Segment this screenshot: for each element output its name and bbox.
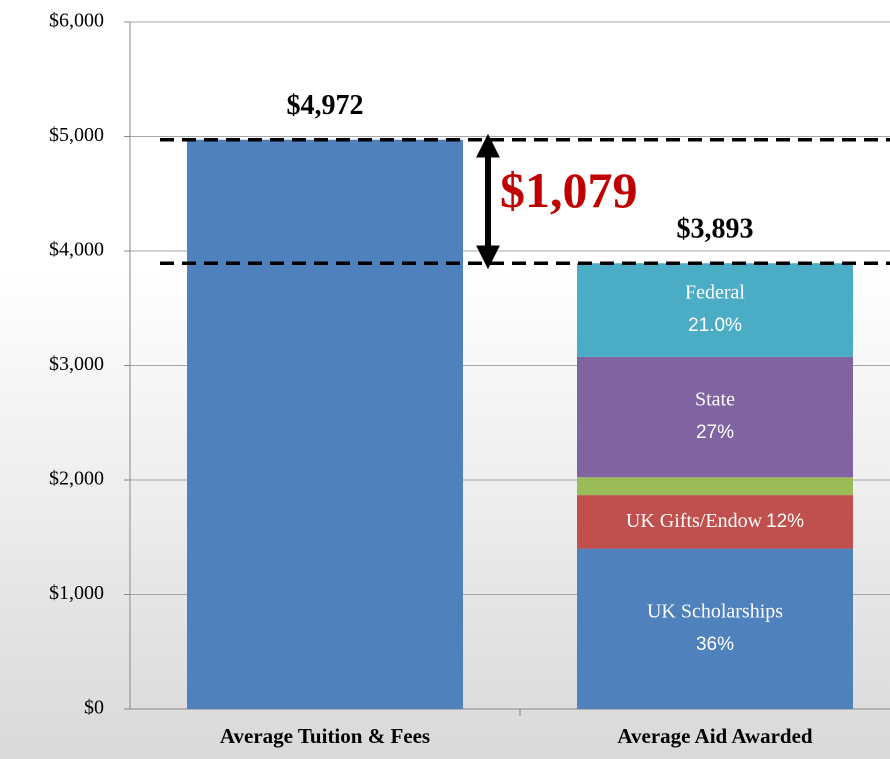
y-tick-label: $0	[84, 697, 104, 719]
x-tick-label: Average Aid Awarded	[617, 724, 813, 748]
segment-percent: 21.0%	[688, 315, 742, 336]
y-tick-label: $5,000	[49, 124, 104, 146]
gap-annotation: $1,079	[500, 162, 638, 218]
x-tick-label: Average Tuition & Fees	[220, 724, 430, 748]
bar-segment	[577, 356, 853, 478]
segment-name: State	[695, 389, 735, 411]
bar-segment	[187, 139, 463, 709]
y-tick-label: $4,000	[49, 239, 104, 261]
y-tick-label: $3,000	[49, 353, 104, 375]
segment-percent: 12%	[766, 511, 804, 532]
y-tick-label: $6,000	[49, 10, 104, 32]
bar-segment	[577, 263, 853, 357]
bar-segment	[577, 548, 853, 709]
total-label: $4,972	[287, 90, 364, 121]
segment-name: UK Scholarships	[647, 600, 783, 622]
segment-name: UK Gifts/Endow	[626, 509, 763, 531]
segment-label: UK Gifts/Endow 12%	[626, 509, 804, 531]
y-tick-label: $2,000	[49, 468, 104, 490]
segment-name: Federal	[685, 282, 745, 304]
segment-percent: 27%	[696, 422, 734, 443]
total-label: $3,893	[677, 214, 754, 245]
bar-segment	[577, 495, 853, 549]
segment-percent: 36%	[696, 634, 734, 655]
bar-segment	[577, 477, 853, 496]
y-tick-label: $1,000	[49, 582, 104, 604]
